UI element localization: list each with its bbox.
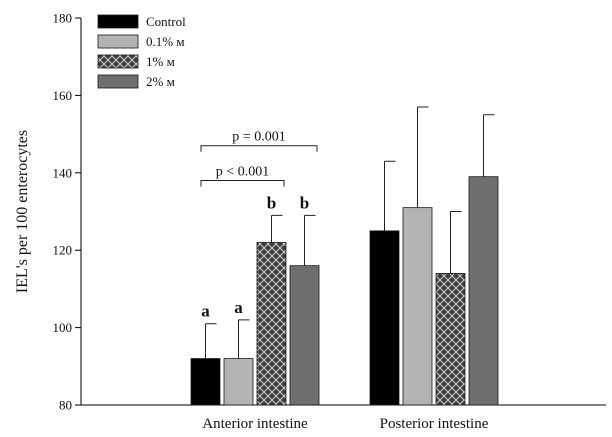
legend-entry: 1% м xyxy=(146,54,175,69)
y-tick-label: 120 xyxy=(53,243,73,258)
bar xyxy=(369,230,400,406)
error-bar xyxy=(483,114,495,177)
y-tick-label: 160 xyxy=(53,88,73,103)
error-bar xyxy=(417,106,429,208)
error-bar xyxy=(238,319,250,359)
significance-bracket xyxy=(200,145,318,152)
bar xyxy=(256,242,287,406)
significance-bracket xyxy=(200,180,285,187)
legend: Control 0.1% м 1% м 2% м xyxy=(97,14,186,89)
error-bar xyxy=(205,323,217,359)
y-tick-label: 80 xyxy=(59,398,72,413)
significance-letter: b xyxy=(300,193,309,212)
y-axis-label: IEL's per 100 enterocytes xyxy=(14,130,31,293)
y-tick-label: 180 xyxy=(53,11,73,26)
p-value-label: p = 0.001 xyxy=(232,130,285,145)
legend-swatch xyxy=(97,14,139,29)
bar xyxy=(223,358,254,406)
significance-letter: a xyxy=(201,302,210,321)
significance-letter: a xyxy=(234,298,243,317)
error-bar xyxy=(304,214,316,266)
legend-entry: 2% м xyxy=(146,74,175,89)
y-tick-label: 100 xyxy=(53,320,73,335)
error-bar xyxy=(450,211,462,274)
annotations-group: a a b b p < 0.001 p = 0.001 xyxy=(200,130,318,321)
legend-swatch xyxy=(97,74,139,89)
legend-swatch xyxy=(97,34,139,49)
legend-swatch xyxy=(97,54,139,69)
bar xyxy=(435,273,466,406)
axes: 80 100 120 140 160 180 IEL's per 100 enterocyt… xyxy=(14,11,606,432)
x-category-label: Posterior intestine xyxy=(380,416,489,432)
bar xyxy=(190,358,221,406)
x-category-label: Anterior intestine xyxy=(202,416,308,432)
error-bar xyxy=(384,160,396,231)
bar xyxy=(289,265,320,406)
error-bar xyxy=(271,214,283,243)
significance-letter: b xyxy=(267,193,276,212)
bar xyxy=(468,176,499,406)
legend-entry: 0.1% м xyxy=(146,34,185,49)
legend-entry: Control xyxy=(146,14,186,29)
bar xyxy=(402,207,433,406)
y-tick-label: 140 xyxy=(53,165,73,180)
bars-group xyxy=(190,106,499,406)
p-value-label: p < 0.001 xyxy=(216,165,269,180)
